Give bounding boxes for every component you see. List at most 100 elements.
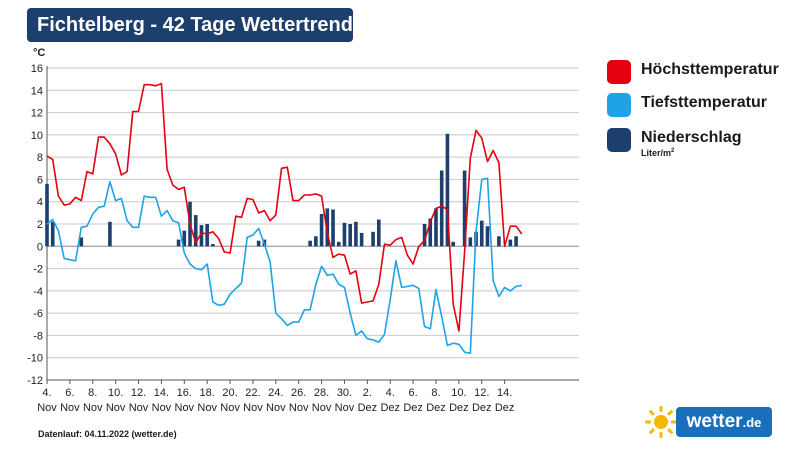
max-temperature-line xyxy=(46,82,523,332)
x-tick-labels: 4. Nov 6. Nov 8. Nov 10. Nov 12. Nov 14. Nov 16. Nov 1… xyxy=(37,380,514,414)
logo-name: wetter xyxy=(686,411,743,432)
x-tick-month: Dez xyxy=(449,402,469,414)
precipitation-bar xyxy=(199,225,204,247)
sun-icon xyxy=(645,406,677,438)
precipitation-bar xyxy=(451,241,455,247)
precipitation-bar xyxy=(508,239,513,247)
precipitation-bar xyxy=(422,224,427,247)
precipitation-unit-exponent: 2 xyxy=(671,148,675,154)
precipitation-bar xyxy=(434,208,438,247)
x-tick-day: 22. xyxy=(245,387,260,399)
logo-wordmark: wetter.de xyxy=(676,407,772,437)
y-tick-label: -10 xyxy=(27,353,43,365)
precipitation-unit: Liter/m2 xyxy=(641,148,674,158)
precipitation-bar xyxy=(336,241,341,247)
x-tick-month: Nov xyxy=(220,402,240,414)
precipitation-bar xyxy=(428,218,433,247)
x-tick-month: Nov xyxy=(197,402,217,414)
x-tick-month: Nov xyxy=(106,402,126,414)
x-tick-month: Dez xyxy=(495,402,515,414)
precipitation-bar xyxy=(79,237,84,247)
wetter-de-logo[interactable]: wetter.de xyxy=(644,405,772,438)
precipitation-bar xyxy=(497,236,501,247)
precipitation-bar xyxy=(359,232,364,247)
y-tick-label: -4 xyxy=(33,286,43,298)
precipitation-bar xyxy=(176,239,181,247)
x-tick-day: 6. xyxy=(409,387,418,399)
x-tick-month: Nov xyxy=(60,402,80,414)
x-tick-day: 6. xyxy=(65,387,74,399)
y-tick-label: 6 xyxy=(37,174,43,186)
x-tick-day: 24. xyxy=(268,387,283,399)
precipitation-bar xyxy=(319,213,324,247)
y-tick-label: 12 xyxy=(31,108,43,120)
x-tick-day: 14. xyxy=(154,387,169,399)
x-tick-month: Nov xyxy=(266,402,286,414)
x-tick-day: 10. xyxy=(451,387,466,399)
y-tick-label: -12 xyxy=(27,375,43,387)
x-tick-day: 4. xyxy=(42,387,51,399)
y-tick-label: -6 xyxy=(33,308,43,320)
y-tick-label: 10 xyxy=(31,130,43,142)
precipitation-bar xyxy=(479,220,484,247)
precipitation-bar xyxy=(514,236,518,247)
precipitation-bar xyxy=(314,236,318,247)
precipitation-bar xyxy=(308,240,312,247)
y-tick-label: 16 xyxy=(31,63,43,75)
y-tick-label: -2 xyxy=(33,264,43,276)
precipitation-bar xyxy=(376,219,381,247)
precipitation-bar xyxy=(354,221,358,247)
grid-lines xyxy=(46,66,579,381)
precipitation-unit-base: Liter/m xyxy=(641,148,672,158)
x-tick-day: 2. xyxy=(363,387,372,399)
x-tick-day: 16. xyxy=(177,387,192,399)
precipitation-bar xyxy=(462,170,467,247)
x-tick-month: Nov xyxy=(83,402,103,414)
legend-swatch-max-temp xyxy=(607,60,631,84)
legend-swatch-min-temp xyxy=(607,93,631,117)
x-tick-day: 14. xyxy=(497,387,512,399)
precipitation-bars xyxy=(45,133,518,247)
x-tick-day: 4. xyxy=(386,387,395,399)
y-axis-unit-label: °C xyxy=(33,47,46,59)
x-tick-day: 26. xyxy=(291,387,306,399)
y-tick-label: 2 xyxy=(37,219,43,231)
x-tick-month: Dez xyxy=(472,402,492,414)
min-temperature-line xyxy=(46,177,522,355)
legend-label-max-temp: Höchsttemperatur xyxy=(641,61,779,78)
y-tick-label: 4 xyxy=(37,197,43,209)
precipitation-bar xyxy=(256,240,261,247)
precipitation-bar xyxy=(371,231,375,247)
legend-label-precipitation: Niederschlag xyxy=(641,129,742,146)
x-tick-month: Nov xyxy=(152,402,172,414)
x-tick-month: Nov xyxy=(289,402,309,414)
x-tick-day: 30. xyxy=(337,387,352,399)
x-tick-day: 12. xyxy=(474,387,489,399)
x-tick-day: 12. xyxy=(131,387,146,399)
precipitation-bar xyxy=(211,244,215,247)
y-tick-label: 0 xyxy=(37,241,43,253)
precipitation-bar xyxy=(182,230,187,247)
precipitation-bar xyxy=(485,226,490,247)
logo-suffix: .de xyxy=(742,415,762,430)
legend-label-min-temp: Tiefsttemperatur xyxy=(641,94,767,111)
precipitation-bar xyxy=(205,224,209,247)
x-tick-month: Dez xyxy=(380,402,400,414)
y-tick-labels: -12 -10 -8 -6 -4 -2 0 2 4 6 8 10 12 14 16 xyxy=(27,63,43,387)
precipitation-bar xyxy=(193,215,198,247)
precipitation-bar xyxy=(439,170,444,247)
precipitation-bar xyxy=(108,221,112,247)
y-tick-label: 8 xyxy=(37,152,43,164)
x-tick-day: 8. xyxy=(88,387,97,399)
x-tick-month: Nov xyxy=(243,402,263,414)
data-run-footer: Datenlauf: 04.11.2022 (wetter.de) xyxy=(38,429,177,439)
x-tick-month: Dez xyxy=(403,402,423,414)
precipitation-bar xyxy=(325,208,330,247)
x-tick-month: Nov xyxy=(312,402,332,414)
chart-title: Fichtelberg - 42 Tage Wettertrend xyxy=(27,8,353,42)
x-tick-day: 18. xyxy=(200,387,215,399)
precipitation-bar xyxy=(468,237,473,247)
x-tick-month: Nov xyxy=(37,402,57,414)
x-tick-month: Dez xyxy=(426,402,446,414)
